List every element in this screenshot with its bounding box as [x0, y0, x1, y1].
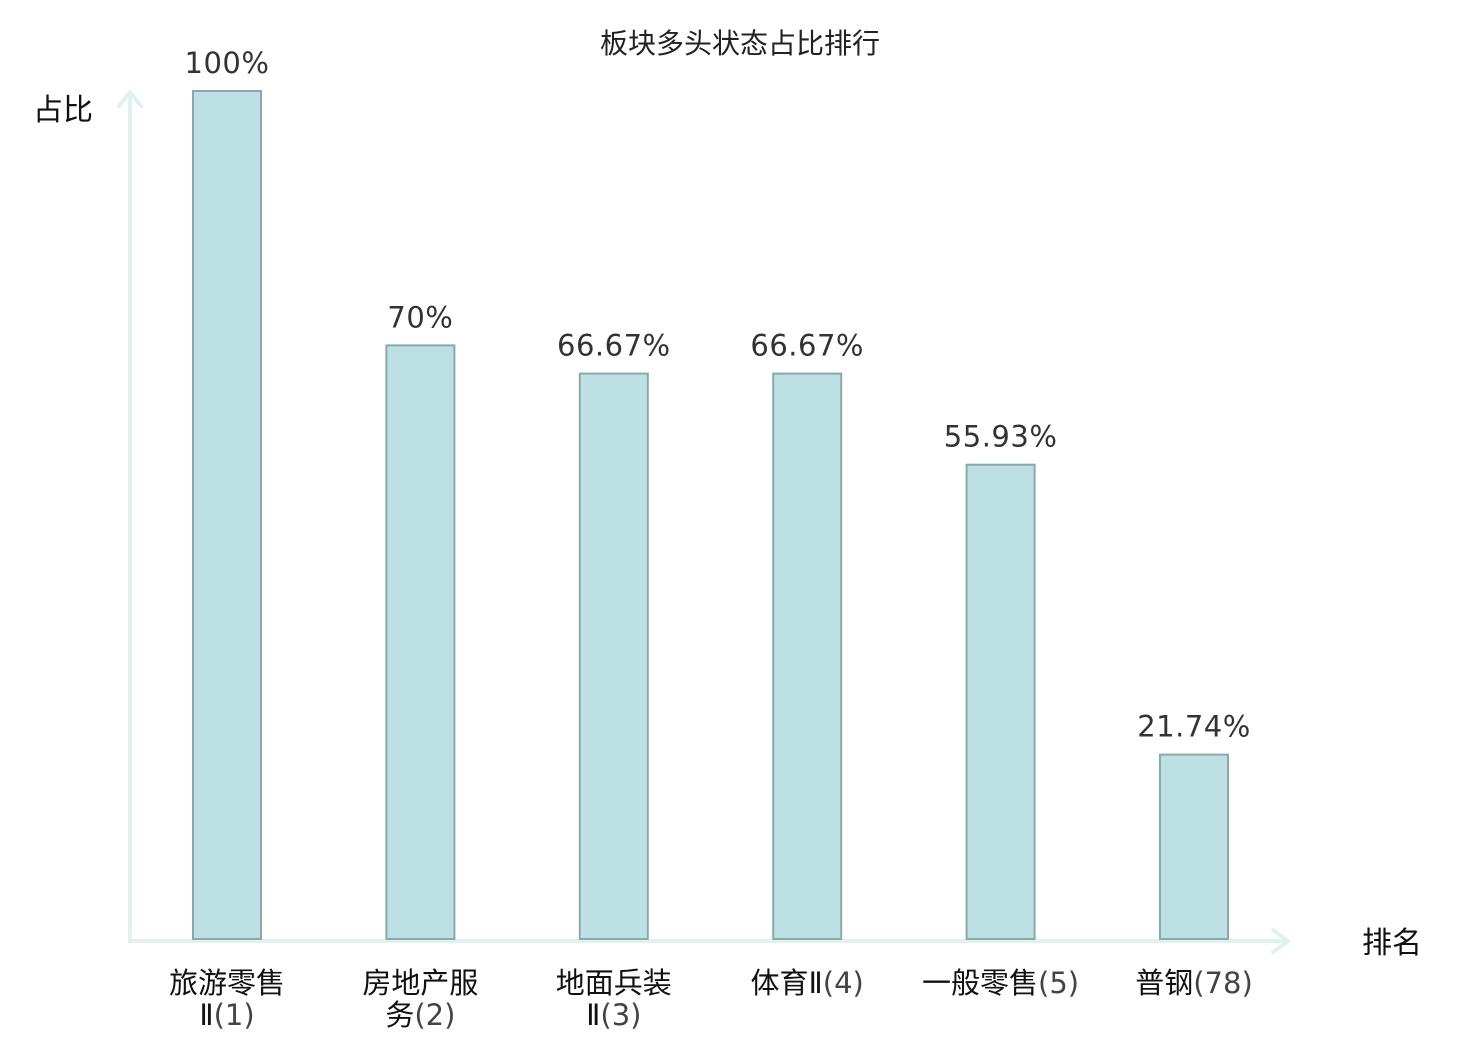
y-axis-arrowhead	[117, 90, 143, 108]
bar-4	[772, 372, 843, 941]
value-label-5: 55.93%	[944, 420, 1058, 454]
category-label-1-line-1: 旅游零售	[169, 966, 285, 1000]
axes	[117, 90, 1290, 954]
x-axis-arrowhead	[1271, 928, 1290, 954]
value-label-3: 66.67%	[557, 329, 671, 363]
category-rank-3: (3)	[600, 998, 641, 1032]
chart-title: 板块多头状态占比排行	[600, 27, 880, 60]
value-label-1: 100%	[185, 46, 270, 80]
bar-6	[1159, 753, 1229, 940]
value-labels: 100% 70% 66.67% 66.67% 55.93% 21.74%	[185, 46, 1251, 744]
x-axis-label: 排名	[1362, 926, 1422, 961]
bar-3	[578, 372, 649, 941]
y-axis-label: 占比	[33, 93, 93, 128]
category-label-6: 普钢(78)	[1135, 966, 1253, 1000]
category-label-1-line-2: Ⅱ(1)	[199, 998, 254, 1032]
category-label-3-line-1: 地面兵装	[556, 966, 672, 1000]
category-label-2-line-1: 房地产服	[362, 966, 478, 1000]
category-label-5: 一般零售(5)	[922, 966, 1079, 1000]
category-rank-5: (5)	[1038, 966, 1079, 1000]
value-label-6: 21.74%	[1137, 710, 1251, 744]
category-rank-2: (2)	[414, 998, 455, 1032]
category-rank-4: (4)	[823, 966, 864, 1000]
bar-2	[385, 344, 456, 940]
bar-series	[192, 90, 1229, 941]
category-label-4: 体育Ⅱ(4)	[751, 966, 864, 1000]
category-rank-6: (78)	[1193, 966, 1253, 1000]
bar-1	[192, 90, 262, 940]
value-label-4: 66.67%	[750, 329, 864, 363]
category-label-2-line-2: 务(2)	[385, 998, 455, 1032]
value-label-2: 70%	[387, 300, 453, 334]
category-label-3-line-2: Ⅱ(3)	[586, 998, 641, 1032]
bar-5	[965, 463, 1036, 940]
category-rank-1: (1)	[214, 998, 255, 1032]
